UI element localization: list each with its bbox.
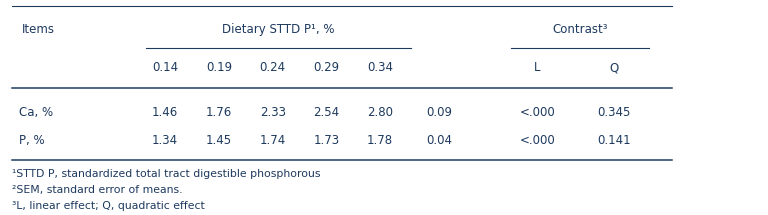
Text: ¹STTD P, standardized total tract digestible phosphorous: ¹STTD P, standardized total tract digest…	[12, 169, 320, 179]
Text: 1.78: 1.78	[367, 134, 393, 147]
Text: 0.345: 0.345	[598, 106, 631, 119]
Text: 1.73: 1.73	[313, 134, 339, 147]
Text: 1.76: 1.76	[206, 106, 232, 119]
Text: 0.04: 0.04	[426, 134, 452, 147]
Text: <.000: <.000	[520, 134, 555, 147]
Text: 0.24: 0.24	[260, 61, 286, 74]
Text: 0.34: 0.34	[367, 61, 393, 74]
Text: 0.29: 0.29	[313, 61, 339, 74]
Text: 1.46: 1.46	[152, 106, 178, 119]
Text: 2.80: 2.80	[367, 106, 393, 119]
Text: 0.19: 0.19	[206, 61, 232, 74]
Text: L: L	[535, 61, 541, 74]
Text: Items: Items	[22, 23, 55, 35]
Text: ²SEM, standard error of means.: ²SEM, standard error of means.	[12, 185, 182, 195]
Text: Contrast³: Contrast³	[552, 23, 607, 35]
Text: 2.54: 2.54	[313, 106, 339, 119]
Text: 1.34: 1.34	[152, 134, 178, 147]
Text: P, %: P, %	[19, 134, 45, 147]
Text: Dietary STTD P¹, %: Dietary STTD P¹, %	[222, 23, 335, 35]
Text: 1.74: 1.74	[260, 134, 286, 147]
Text: <.000: <.000	[520, 106, 555, 119]
Text: 0.09: 0.09	[426, 106, 452, 119]
Text: Q: Q	[610, 61, 619, 74]
Text: Ca, %: Ca, %	[19, 106, 53, 119]
Text: ³L, linear effect; Q, quadratic effect: ³L, linear effect; Q, quadratic effect	[12, 201, 204, 211]
Text: 2.33: 2.33	[260, 106, 286, 119]
Text: 0.141: 0.141	[598, 134, 631, 147]
Text: 0.14: 0.14	[152, 61, 178, 74]
Text: 1.45: 1.45	[206, 134, 232, 147]
